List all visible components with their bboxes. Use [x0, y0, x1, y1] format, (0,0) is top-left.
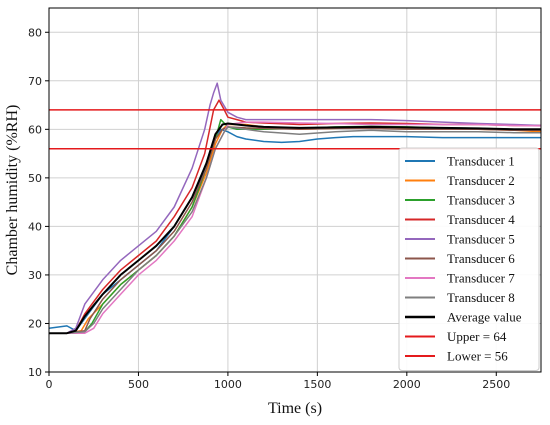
- x-tick-label: 2000: [393, 378, 421, 391]
- series-line-transducer-5: [49, 82, 542, 334]
- y-axis-title: Chamber humidity (%RH): [4, 105, 21, 276]
- y-tick-label: 60: [28, 123, 42, 136]
- legend-label: Transducer 8: [447, 290, 515, 305]
- y-tick-label: 80: [28, 26, 42, 39]
- x-axis-title: Time (s): [268, 400, 322, 417]
- series-line-transducer-8: [49, 126, 541, 334]
- legend-label: Transducer 4: [447, 212, 515, 227]
- legend-label: Transducer 6: [447, 251, 515, 266]
- legend-label: Transducer 7: [447, 271, 515, 286]
- x-tick-label: 1500: [303, 378, 331, 391]
- y-tick-label: 40: [28, 220, 42, 233]
- series-line-transducer-4: [49, 99, 541, 334]
- y-tick-label: 70: [28, 75, 42, 88]
- x-tick-label: 500: [128, 378, 149, 391]
- legend-label: Lower = 56: [447, 349, 508, 364]
- x-tick-label: 2500: [482, 378, 510, 391]
- series-lines: [48, 82, 542, 335]
- series-line-average-value: [49, 122, 541, 335]
- legend-label: Transducer 3: [447, 193, 515, 208]
- x-tick-label: 1000: [214, 378, 242, 391]
- y-tick-label: 30: [28, 269, 42, 282]
- series-line-transducer-1: [48, 128, 541, 332]
- plot-frame: [48, 7, 542, 373]
- legend-label: Transducer 2: [447, 173, 515, 188]
- legend-label: Transducer 5: [447, 232, 515, 247]
- y-tick-label: 20: [28, 317, 42, 330]
- x-tick-label: 0: [46, 378, 53, 391]
- legend-label: Transducer 1: [447, 154, 515, 169]
- axis-ticks: 0 500 1000 1500 2000 2500 10 20 30 40 50 60 70 80: [28, 26, 510, 391]
- legend-label: Average value: [447, 310, 522, 325]
- legend-box: [398, 147, 540, 371]
- legend-label: Upper = 64: [447, 329, 507, 344]
- y-tick-label: 10: [28, 366, 42, 379]
- series-line-transducer-6: [49, 126, 541, 334]
- legend: Transducer 1 Transducer 2 Transducer 3 Tran…: [398, 147, 540, 371]
- y-tick-label: 50: [28, 172, 42, 185]
